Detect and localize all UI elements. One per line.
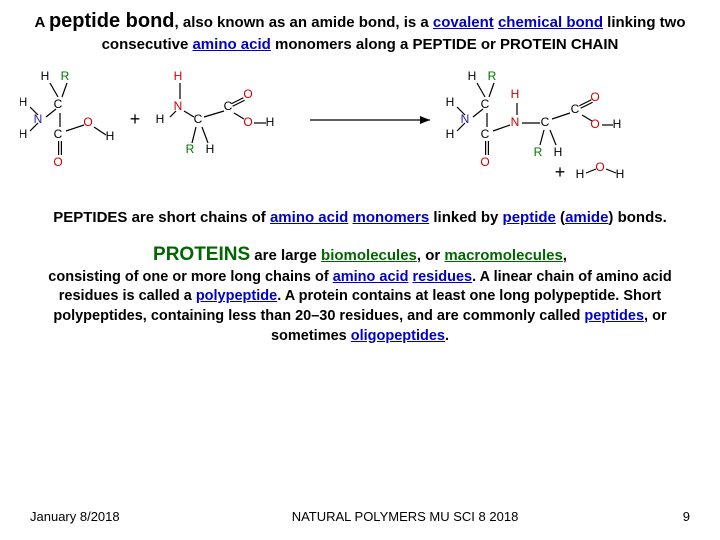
text: A xyxy=(35,14,49,31)
svg-text:C: C xyxy=(541,115,550,129)
svg-text:N: N xyxy=(34,112,43,126)
text: , also known as an amide bond, is a xyxy=(175,14,433,31)
svg-text:O: O xyxy=(480,155,489,169)
svg-text:H: H xyxy=(174,69,183,83)
svg-text:H: H xyxy=(20,95,27,109)
svg-text:O: O xyxy=(243,115,252,129)
paragraph-proteins-body: consisting of one or more long chains of… xyxy=(20,268,700,346)
svg-text:N: N xyxy=(461,112,470,126)
term-peptide-bond: peptide bond xyxy=(49,10,175,32)
svg-text:N: N xyxy=(511,115,520,129)
svg-text:O: O xyxy=(53,155,62,169)
link-amide[interactable]: amide xyxy=(565,209,608,226)
text: . xyxy=(445,328,449,344)
svg-text:H: H xyxy=(468,69,477,83)
reaction-diagram: HRNCCOHHHOHNHCCOOHRHHRNCCOHHNHCRHCOOHHOH… xyxy=(20,65,700,195)
svg-text:C: C xyxy=(194,112,203,126)
text: are large xyxy=(250,247,321,264)
svg-text:H: H xyxy=(20,127,27,141)
svg-text:C: C xyxy=(571,102,580,116)
svg-text:H: H xyxy=(206,142,215,156)
link-peptide[interactable]: peptide xyxy=(503,209,556,226)
link-oligopeptides[interactable]: oligopeptides xyxy=(351,328,445,344)
link-amino-acid[interactable]: amino acid xyxy=(192,36,270,53)
svg-text:H: H xyxy=(106,129,115,143)
svg-text:H: H xyxy=(576,167,585,181)
text: ( xyxy=(556,209,565,226)
paragraph-proteins-head: PROTEINS are large biomolecules, or macr… xyxy=(20,242,700,268)
link-polypeptide[interactable]: polypeptide xyxy=(196,288,277,304)
link-monomers[interactable]: monomers xyxy=(353,209,430,226)
footer-title: NATURAL POLYMERS MU SCI 8 2018 xyxy=(180,509,630,524)
text: PEPTIDES are short chains of xyxy=(53,209,270,226)
svg-text:N: N xyxy=(174,99,183,113)
text: , xyxy=(563,247,567,264)
footer-page-number: 9 xyxy=(630,509,690,524)
link-peptides[interactable]: peptides xyxy=(584,308,644,324)
svg-text:C: C xyxy=(481,97,490,111)
svg-text:R: R xyxy=(488,69,497,83)
svg-text:H: H xyxy=(554,145,563,159)
svg-text:R: R xyxy=(534,145,543,159)
svg-text:C: C xyxy=(54,127,63,141)
svg-text:O: O xyxy=(590,117,599,131)
svg-text:H: H xyxy=(156,112,165,126)
svg-text:H: H xyxy=(41,69,50,83)
svg-text:H: H xyxy=(446,127,455,141)
link-amino-acid-3[interactable]: amino acid xyxy=(333,269,409,285)
svg-text:O: O xyxy=(83,115,92,129)
svg-text:H: H xyxy=(511,87,520,101)
footer-date: January 8/2018 xyxy=(30,509,180,524)
paragraph-peptide-bond: A peptide bond, also known as an amide b… xyxy=(20,8,700,55)
link-residues[interactable]: residues xyxy=(412,269,472,285)
slide-footer: January 8/2018 NATURAL POLYMERS MU SCI 8… xyxy=(0,509,720,524)
text: ) bonds. xyxy=(608,209,666,226)
link-biomolecules[interactable]: biomolecules xyxy=(321,247,417,264)
svg-text:+: + xyxy=(130,109,141,129)
paragraph-peptides: PEPTIDES are short chains of amino acid … xyxy=(20,207,700,228)
link-chemical-bond[interactable]: chemical bond xyxy=(498,14,603,31)
svg-text:H: H xyxy=(616,167,625,181)
svg-text:H: H xyxy=(446,95,455,109)
svg-text:+: + xyxy=(555,162,566,182)
term-proteins: PROTEINS xyxy=(153,244,250,265)
svg-text:O: O xyxy=(243,87,252,101)
svg-text:R: R xyxy=(186,142,195,156)
svg-text:H: H xyxy=(613,117,622,131)
text: , or xyxy=(417,247,445,264)
svg-text:O: O xyxy=(595,160,604,174)
svg-text:C: C xyxy=(224,99,233,113)
text: monomers along a PEPTIDE or PROTEIN CHAI… xyxy=(271,36,619,53)
link-covalent[interactable]: covalent xyxy=(433,14,494,31)
link-amino-acid-2[interactable]: amino acid xyxy=(270,209,348,226)
link-macromolecules[interactable]: macromolecules xyxy=(444,247,562,264)
svg-text:C: C xyxy=(54,97,63,111)
svg-text:R: R xyxy=(61,69,70,83)
svg-text:H: H xyxy=(266,115,275,129)
svg-text:O: O xyxy=(590,90,599,104)
text: consisting of one or more long chains of xyxy=(48,269,332,285)
text: linked by xyxy=(429,209,502,226)
svg-text:C: C xyxy=(481,127,490,141)
